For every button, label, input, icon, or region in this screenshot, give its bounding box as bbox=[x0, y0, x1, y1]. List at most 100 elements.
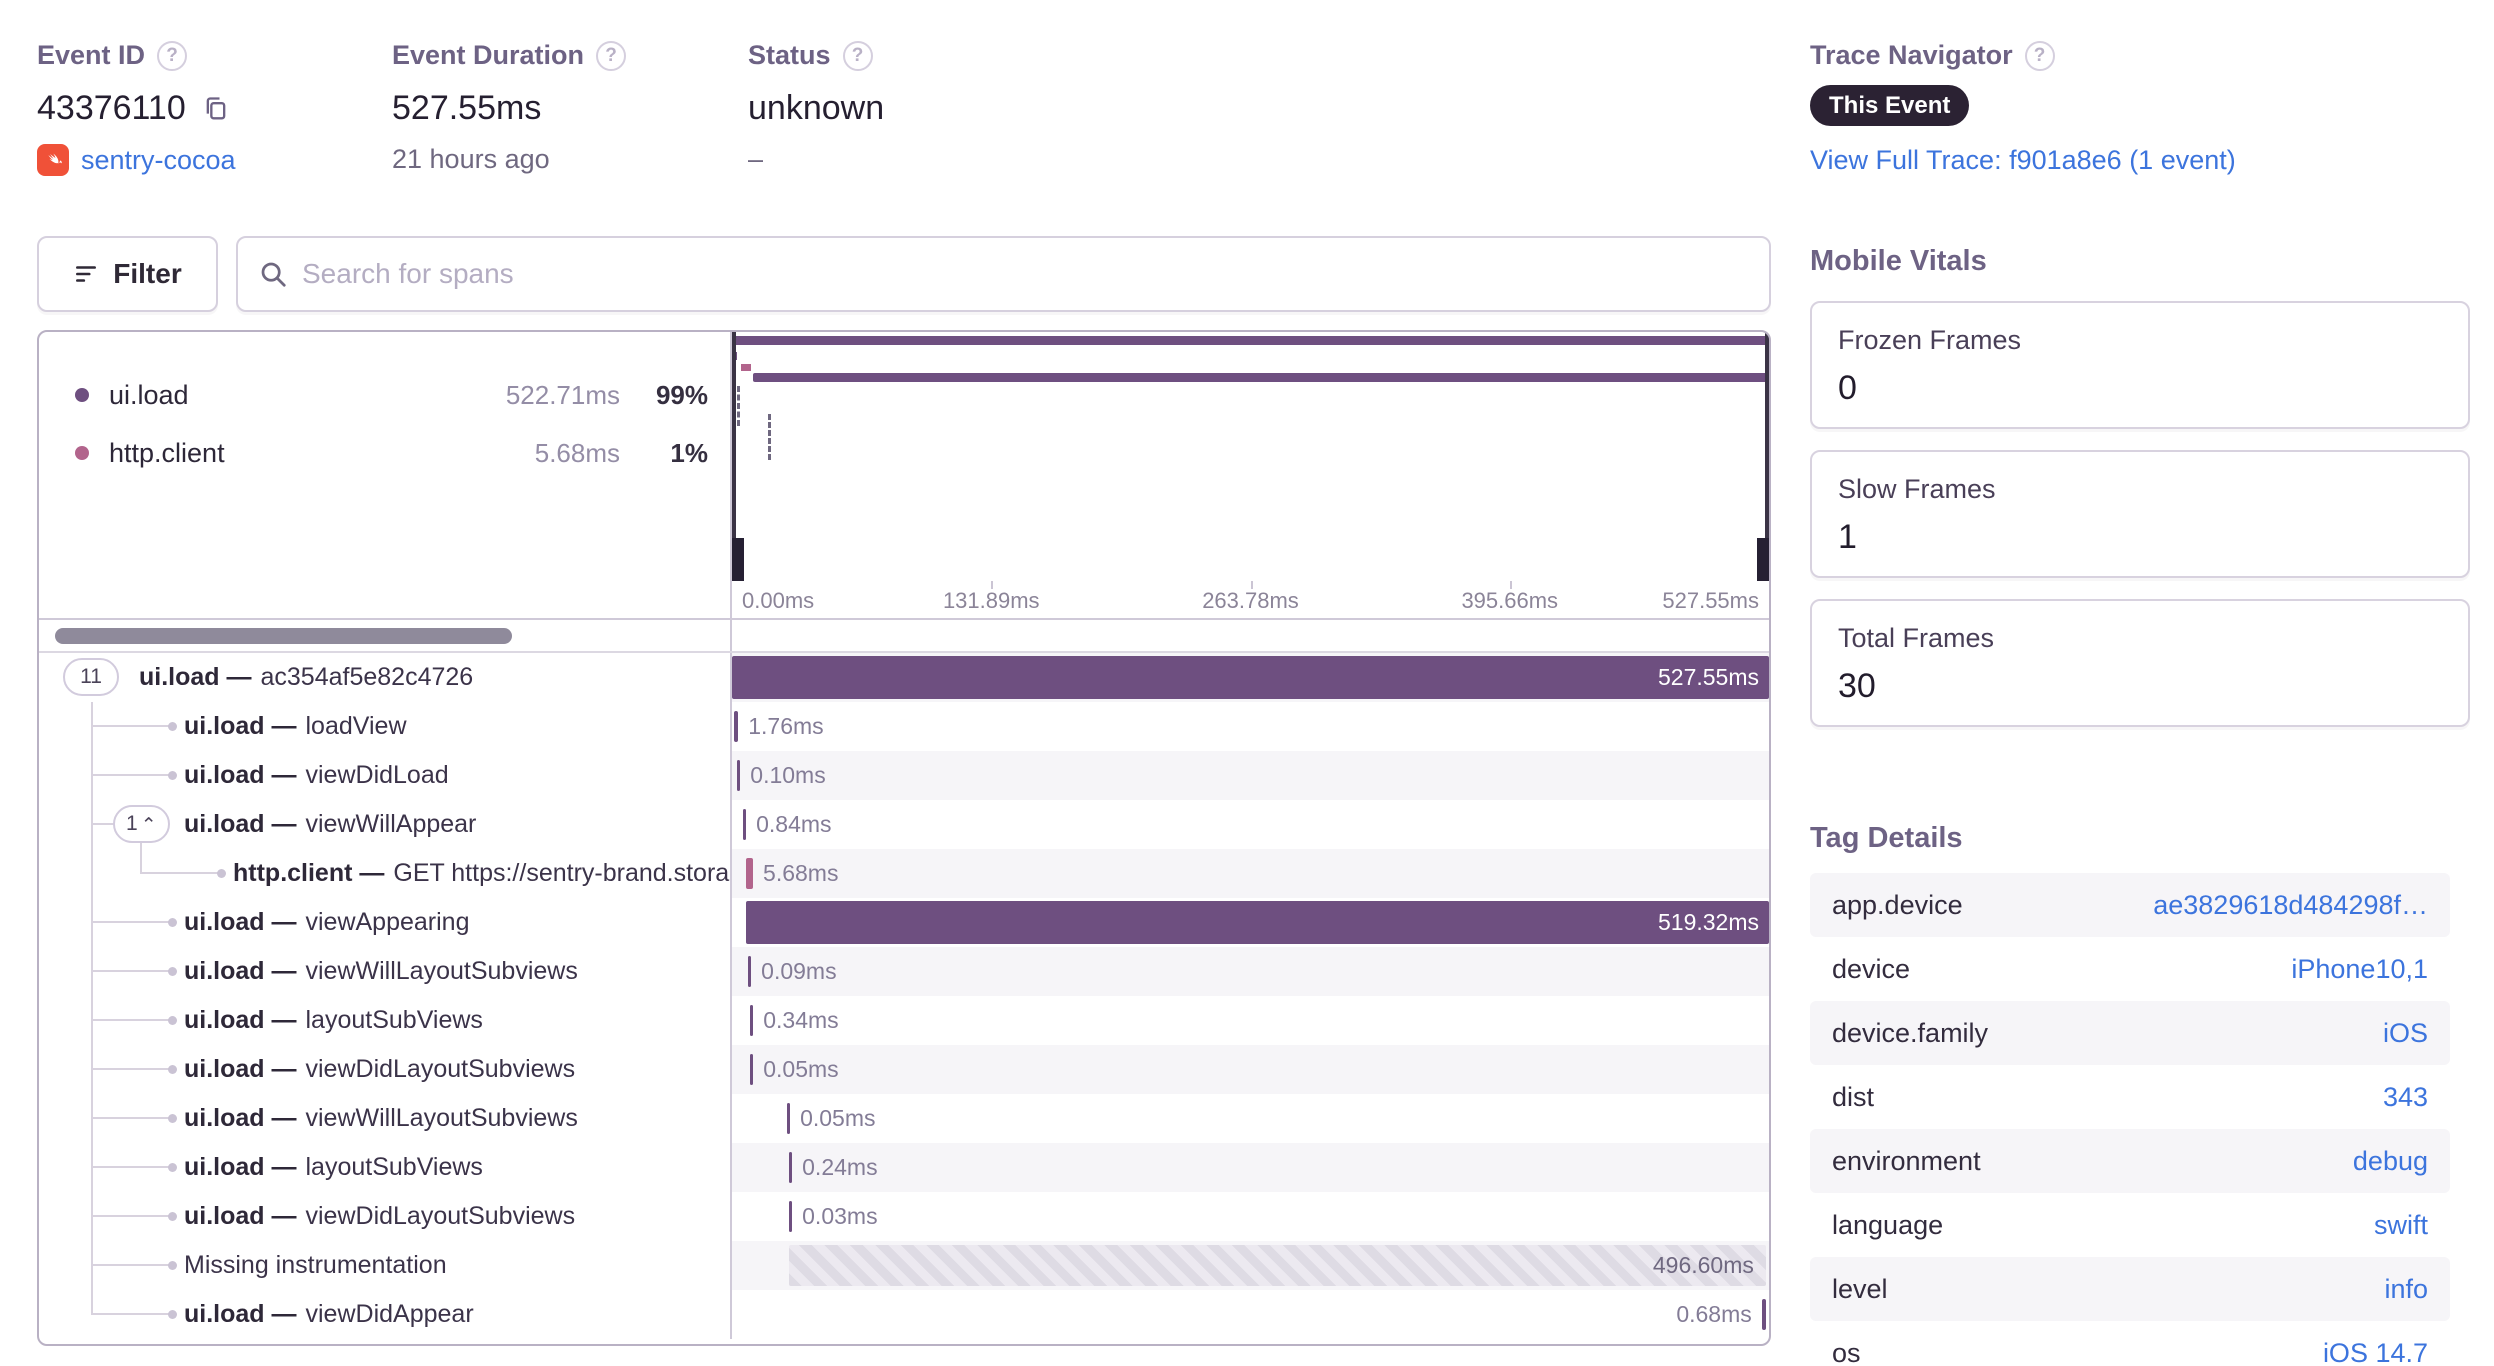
vital-card-value: 1 bbox=[1838, 518, 1857, 556]
help-icon[interactable]: ? bbox=[2024, 40, 2055, 71]
horizontal-scrollbar-thumb[interactable] bbox=[55, 628, 512, 644]
tree-node-dot bbox=[168, 771, 177, 780]
tag-row-language: language swift bbox=[1810, 1193, 2450, 1257]
children-count: 11 bbox=[80, 665, 102, 688]
tree-node-dot bbox=[168, 1212, 177, 1221]
tree-connector-stub bbox=[91, 1264, 171, 1266]
span-row-viewwilllayoutsubviews[interactable]: ui.load — viewWillLayoutSubviews 0.09ms bbox=[39, 947, 1769, 996]
tree-connector-stub bbox=[91, 1313, 171, 1315]
tree-node-dot bbox=[168, 1065, 177, 1074]
minimap-left-handle-line bbox=[732, 332, 736, 581]
span-bar-cell: 1.76ms bbox=[732, 702, 1769, 751]
span-duration-bar bbox=[750, 1005, 754, 1036]
status-block: Status ? unknown – bbox=[748, 40, 884, 175]
span-row-layoutsubviews[interactable]: ui.load — layoutSubViews 0.34ms bbox=[39, 996, 1769, 1045]
span-row-viewwilllayoutsubviews[interactable]: ui.load — viewWillLayoutSubviews 0.05ms bbox=[39, 1094, 1769, 1143]
tree-connector-stub bbox=[91, 921, 171, 923]
span-tree-cell: 11 ui.load — ac354af5e82c4726 bbox=[39, 653, 732, 702]
span-tree-cell: 1 ⌃ ui.load — viewWillAppear bbox=[39, 800, 732, 849]
span-bar-cell: 0.09ms bbox=[732, 947, 1769, 996]
span-bar-cell: 496.60ms bbox=[732, 1241, 1769, 1290]
time-axis: 0.00ms 131.89ms 263.78ms 395.66ms 527.55ms bbox=[732, 581, 1769, 618]
tag-value[interactable]: iOS bbox=[2382, 1017, 2428, 1048]
copy-icon[interactable] bbox=[200, 93, 232, 125]
span-row-viewdidappear[interactable]: ui.load — viewDidAppear 0.68ms bbox=[39, 1290, 1769, 1339]
help-icon[interactable]: ? bbox=[157, 40, 188, 71]
project-link[interactable]: sentry-cocoa bbox=[81, 144, 236, 175]
axis-tick bbox=[1509, 581, 1512, 589]
tag-key: device.family bbox=[1832, 1017, 1989, 1048]
chevron-up-icon: ⌃ bbox=[140, 814, 157, 836]
tree-connector-line bbox=[140, 843, 142, 873]
tag-value[interactable]: iOS 14.7 bbox=[2322, 1337, 2428, 1366]
span-row-viewappearing[interactable]: ui.load — viewAppearing 519.32ms bbox=[39, 898, 1769, 947]
span-row-viewwillappear[interactable]: 1 ⌃ ui.load — viewWillAppear 0.84ms bbox=[39, 800, 1769, 849]
vital-card-label: Total Frames bbox=[1838, 623, 1995, 653]
tag-value[interactable]: swift bbox=[2374, 1209, 2428, 1240]
operation-duration: 5.68ms bbox=[534, 437, 620, 468]
span-minimap[interactable] bbox=[732, 332, 1769, 581]
axis-tick-label: 0.00ms bbox=[742, 588, 815, 613]
span-row-layoutsubviews[interactable]: ui.load — layoutSubViews 0.24ms bbox=[39, 1143, 1769, 1192]
filter-button[interactable]: Filter bbox=[37, 236, 218, 312]
tag-value[interactable]: ae3829618d484298f… bbox=[2153, 889, 2428, 920]
tree-connector-stub bbox=[91, 970, 171, 972]
span-description: ui.load — layoutSubViews bbox=[184, 1153, 483, 1181]
tag-value[interactable]: iPhone10,1 bbox=[2291, 953, 2428, 984]
vital-card-value: 30 bbox=[1838, 667, 1876, 705]
tag-key: language bbox=[1832, 1209, 1944, 1240]
tree-connector-line bbox=[91, 702, 93, 1314]
search-input[interactable] bbox=[302, 258, 1749, 290]
view-full-trace-link[interactable]: View Full Trace: f901a8e6 (1 event) bbox=[1810, 145, 2236, 175]
span-row-viewdidlayoutsubviews[interactable]: ui.load — viewDidLayoutSubviews 0.03ms bbox=[39, 1192, 1769, 1241]
event-age: 21 hours ago bbox=[392, 144, 550, 174]
span-duration-label: 0.03ms bbox=[802, 1203, 878, 1229]
span-tree-rows: 11 ui.load — ac354af5e82c4726 527.55ms ui.lo… bbox=[39, 653, 1769, 1339]
minimap-tiny-span-cluster bbox=[737, 386, 740, 426]
tag-value[interactable]: 343 bbox=[2382, 1081, 2428, 1112]
axis-tick-label: 263.78ms bbox=[1202, 588, 1299, 613]
minimap-right-drag-handle[interactable] bbox=[1757, 538, 1769, 581]
minimap-left-drag-handle[interactable] bbox=[732, 538, 744, 581]
tag-value[interactable]: debug bbox=[2352, 1145, 2428, 1176]
help-icon[interactable]: ? bbox=[842, 40, 873, 71]
tree-node-dot bbox=[168, 1016, 177, 1025]
span-duration-bar bbox=[748, 956, 752, 987]
axis-tick bbox=[1250, 581, 1253, 589]
span-row-get-https-sentry-brand-stora[interactable]: http.client — GET https://sentry-brand.st… bbox=[39, 849, 1769, 898]
tag-table: app.device ae3829618d484298f… device iPhone… bbox=[1810, 873, 2470, 1366]
span-tree-cell: ui.load — viewWillLayoutSubviews bbox=[39, 1094, 732, 1143]
span-tree-cell: ui.load — viewWillLayoutSubviews bbox=[39, 947, 732, 996]
span-description: ui.load — layoutSubViews bbox=[184, 1006, 483, 1034]
span-row-loadview[interactable]: ui.load — loadView 1.76ms bbox=[39, 702, 1769, 751]
span-description: http.client — GET https://sentry-brand.st… bbox=[233, 859, 730, 887]
span-tree-cell: ui.load — viewAppearing bbox=[39, 898, 732, 947]
span-description: ui.load — viewDidLayoutSubviews bbox=[184, 1202, 576, 1230]
operation-name: http.client bbox=[109, 437, 225, 468]
minimap-root-span-bar bbox=[732, 336, 1769, 345]
help-icon[interactable]: ? bbox=[596, 40, 627, 71]
span-description: ui.load — viewAppearing bbox=[184, 908, 470, 936]
span-row-ac354af5e82c4726[interactable]: 11 ui.load — ac354af5e82c4726 527.55ms bbox=[39, 653, 1769, 702]
span-row-viewdidload[interactable]: ui.load — viewDidLoad 0.10ms bbox=[39, 751, 1769, 800]
tree-connector-stub bbox=[91, 823, 114, 825]
tag-details-section: Tag Details app.device ae3829618d484298f…… bbox=[1810, 822, 2470, 1366]
span-bar-cell: 519.32ms bbox=[732, 898, 1769, 947]
tag-row-level: level info bbox=[1810, 1257, 2450, 1321]
span-row-missing-instrumentation[interactable]: Missing instrumentation 496.60ms bbox=[39, 1241, 1769, 1290]
vital-card-total-frames: Total Frames 30 bbox=[1810, 599, 2470, 727]
span-duration-bar bbox=[742, 809, 747, 840]
span-bar-cell: 0.24ms bbox=[732, 1143, 1769, 1192]
tag-row-device.family: device.family iOS bbox=[1810, 1001, 2450, 1065]
span-children-count-pill[interactable]: 1 ⌃ bbox=[113, 805, 170, 843]
span-duration-label: 527.55ms bbox=[1657, 664, 1759, 690]
span-row-viewdidlayoutsubviews[interactable]: ui.load — viewDidLayoutSubviews 0.05ms bbox=[39, 1045, 1769, 1094]
operation-percent: 1% bbox=[670, 437, 708, 468]
tag-value[interactable]: info bbox=[2384, 1273, 2428, 1304]
span-duration-label: 0.68ms bbox=[1676, 1301, 1752, 1327]
span-duration-label: 496.60ms bbox=[1652, 1252, 1754, 1278]
span-description: ui.load — viewDidLoad bbox=[184, 761, 449, 789]
span-description: ui.load — viewWillLayoutSubviews bbox=[184, 957, 578, 985]
span-children-count-pill[interactable]: 11 bbox=[63, 658, 119, 696]
tree-node-dot bbox=[217, 869, 226, 878]
